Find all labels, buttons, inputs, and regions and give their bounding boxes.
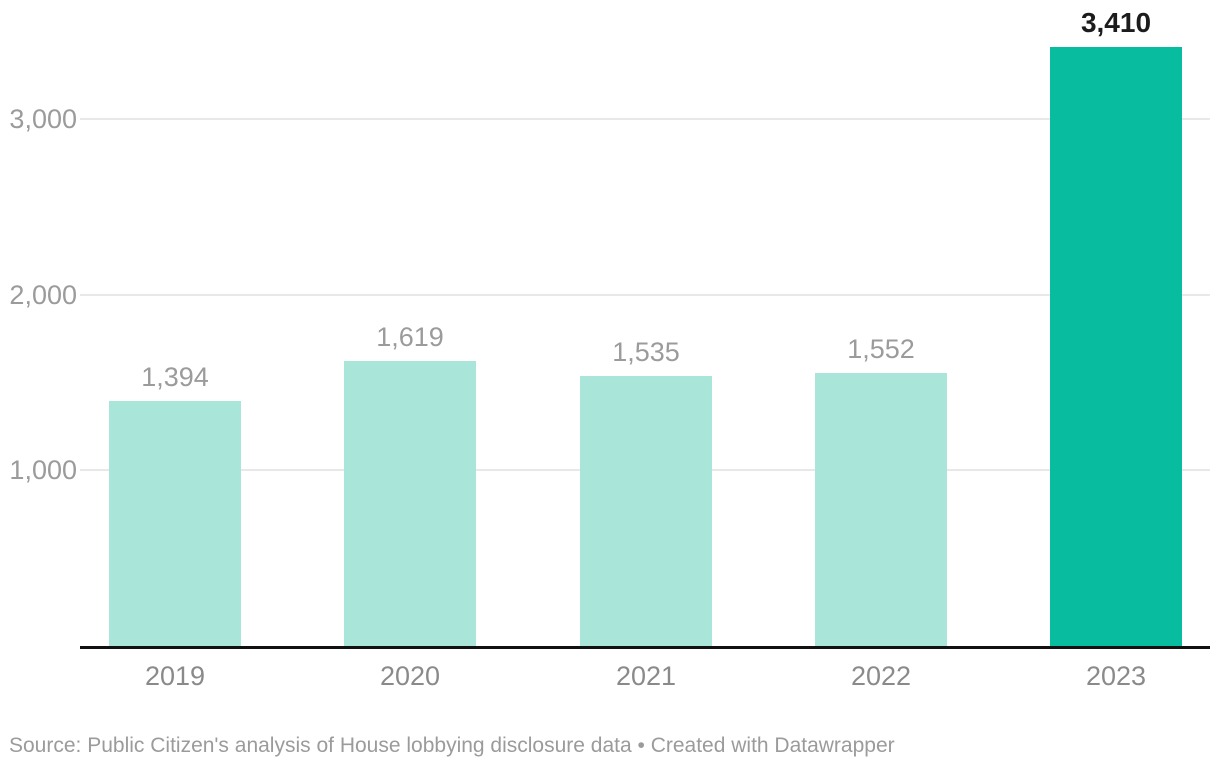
y-axis-tick-label-2000: 2,000 bbox=[9, 280, 77, 310]
bar-2022 bbox=[815, 373, 947, 646]
x-axis-label-2022: 2022 bbox=[850, 661, 912, 691]
bar-value-label-2023: 3,410 bbox=[1080, 7, 1152, 38]
x-axis-label-2021: 2021 bbox=[615, 661, 677, 691]
bar-2019 bbox=[109, 401, 241, 646]
x-axis-label-2020: 2020 bbox=[379, 661, 441, 691]
gridline-2000 bbox=[80, 294, 1210, 296]
source-attribution: Source: Public Citizen's analysis of Hou… bbox=[9, 734, 895, 757]
y-axis-tick-label-3000: 3,000 bbox=[9, 104, 77, 134]
gridline-3000 bbox=[80, 118, 1210, 120]
bar-2023 bbox=[1050, 47, 1182, 646]
x-axis-label-2023: 2023 bbox=[1085, 661, 1147, 691]
bar-2021 bbox=[580, 376, 712, 646]
y-axis-tick-label-1000: 1,000 bbox=[9, 455, 77, 485]
bar-value-label-2022: 1,552 bbox=[847, 334, 915, 364]
x-axis-label-2019: 2019 bbox=[144, 661, 206, 691]
x-axis-line bbox=[80, 646, 1210, 649]
bar-value-label-2021: 1,535 bbox=[612, 337, 680, 367]
bar-2020 bbox=[344, 361, 476, 646]
bar-value-label-2019: 1,394 bbox=[141, 362, 209, 392]
bar-value-label-2020: 1,619 bbox=[376, 322, 444, 352]
